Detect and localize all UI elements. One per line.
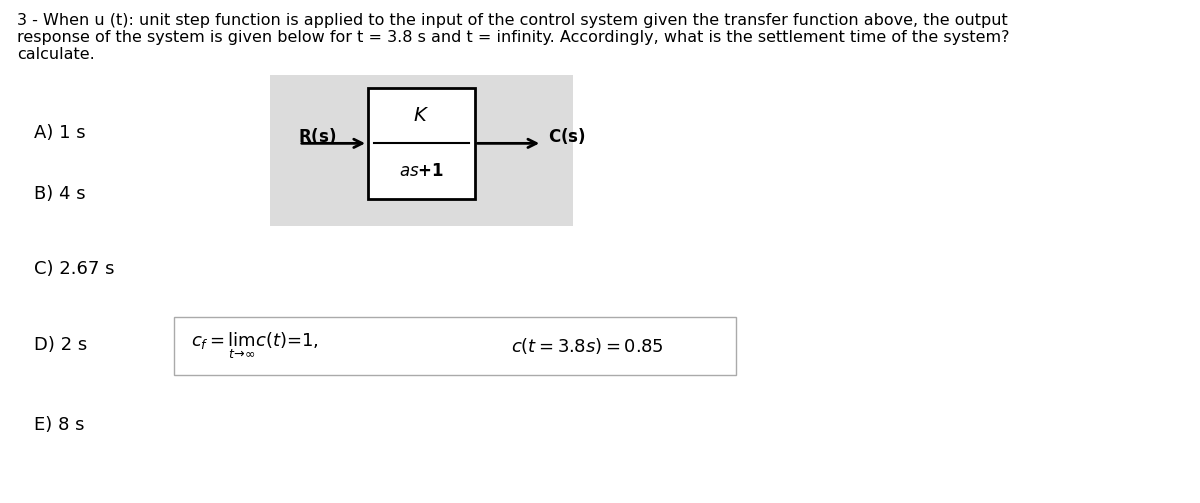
Text: $c_f = \lim_{t \to \infty} c(t) = 1,$: $c_f = \lim_{t \to \infty} c(t) = 1,$ <box>191 330 319 361</box>
FancyBboxPatch shape <box>270 75 574 226</box>
Text: D) 2 s: D) 2 s <box>34 336 86 354</box>
Text: A) 1 s: A) 1 s <box>34 124 85 142</box>
Text: E) 8 s: E) 8 s <box>34 416 84 434</box>
Text: B) 4 s: B) 4 s <box>34 185 85 203</box>
Text: $\mathbf{R(s)}$: $\mathbf{R(s)}$ <box>298 126 336 146</box>
Text: 3 - When u (t): unit step function is applied to the input of the control system: 3 - When u (t): unit step function is ap… <box>17 13 1009 62</box>
Text: $\mathbf{C(s)}$: $\mathbf{C(s)}$ <box>547 126 586 146</box>
Text: $as$+1: $as$+1 <box>398 162 444 180</box>
Text: $K$: $K$ <box>413 106 430 125</box>
FancyBboxPatch shape <box>174 317 736 375</box>
FancyBboxPatch shape <box>368 88 475 199</box>
Text: C) 2.67 s: C) 2.67 s <box>34 260 114 278</box>
Text: $c(t = 3.8s) = 0.85$: $c(t = 3.8s) = 0.85$ <box>511 336 664 356</box>
